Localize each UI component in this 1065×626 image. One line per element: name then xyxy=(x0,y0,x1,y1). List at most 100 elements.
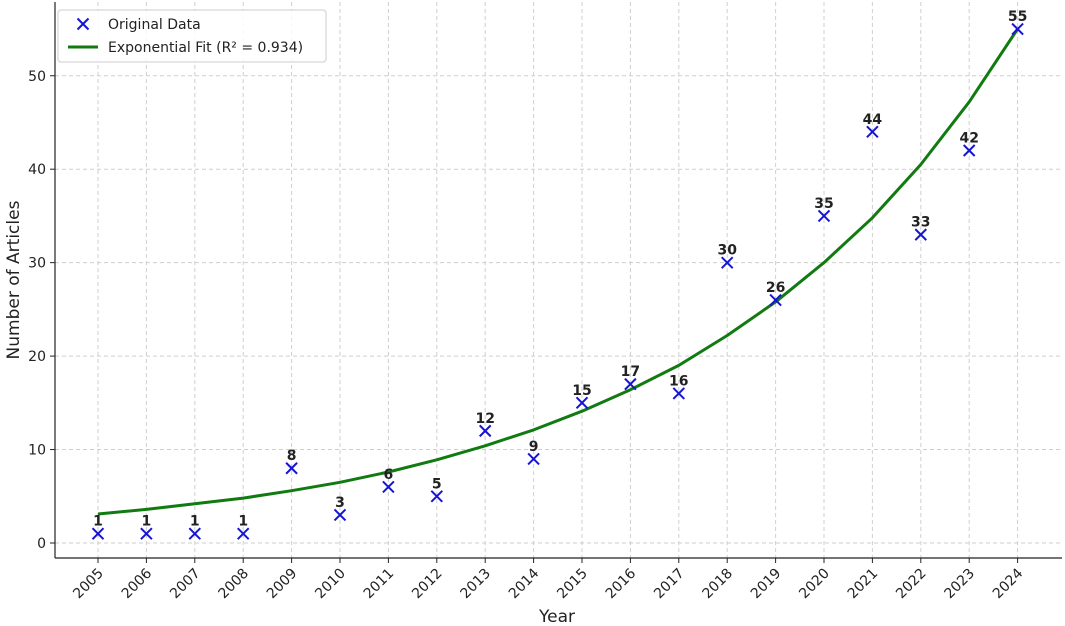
x-tick-label: 2020 xyxy=(796,566,833,603)
data-label: 1 xyxy=(93,514,103,530)
data-point-stroke xyxy=(624,377,637,391)
data-label: 15 xyxy=(572,383,591,399)
data-point-stroke xyxy=(333,508,347,522)
data-point xyxy=(720,256,734,269)
data-point-stroke xyxy=(188,527,202,540)
x-tick-label: 2019 xyxy=(748,566,785,603)
legend-marker-original xyxy=(76,17,90,31)
grid-lines xyxy=(55,2,1062,558)
data-label: 35 xyxy=(814,196,833,212)
data-label: 12 xyxy=(475,411,494,427)
data-point xyxy=(91,527,105,540)
y-tick-label: 10 xyxy=(28,443,46,459)
x-tick-label: 2005 xyxy=(70,566,107,603)
x-tick-label: 2024 xyxy=(990,565,1027,602)
data-point xyxy=(962,144,976,157)
data-label: 26 xyxy=(766,280,785,296)
x-tick-label: 2011 xyxy=(361,566,398,603)
data-point xyxy=(575,396,589,410)
data-label: 8 xyxy=(287,448,297,464)
data-point xyxy=(188,527,202,540)
data-point xyxy=(1011,22,1024,36)
data-point-stroke xyxy=(817,209,831,223)
data-label: 42 xyxy=(959,131,978,147)
data-point xyxy=(672,387,686,400)
data-point xyxy=(285,462,298,475)
data-label: 5 xyxy=(432,476,442,492)
data-label: 1 xyxy=(238,514,248,530)
legend-box xyxy=(57,9,327,63)
data-point-stroke xyxy=(575,396,589,410)
data-point-stroke xyxy=(285,462,298,475)
data-point xyxy=(430,490,444,503)
data-label: 3 xyxy=(335,495,345,511)
axes xyxy=(50,2,1062,563)
data-point xyxy=(333,508,347,522)
x-tick-label: 2022 xyxy=(893,566,930,603)
x-tick-label: 2014 xyxy=(506,565,543,602)
y-tick-label: 0 xyxy=(37,536,46,552)
y-tick-label: 20 xyxy=(28,349,46,365)
x-axis-title: Year xyxy=(538,607,575,626)
data-labels: 1 1 1 1 8 3 6 5 12 9 15 17 16 30 26 35 44 33 42 55 xyxy=(93,9,1027,530)
x-tick-label: 2023 xyxy=(942,566,979,603)
data-point-stroke xyxy=(914,228,928,241)
x-tick-label: 2007 xyxy=(167,566,204,603)
x-tick-label: 2015 xyxy=(554,566,591,603)
data-point xyxy=(866,125,879,139)
y-tick-label: 50 xyxy=(28,69,46,85)
data-point-stroke xyxy=(720,256,734,269)
data-point-stroke xyxy=(140,527,153,540)
data-point xyxy=(478,424,492,438)
x-tick-label: 2017 xyxy=(651,566,688,603)
x-tick-label: 2016 xyxy=(603,565,640,602)
data-label: 33 xyxy=(911,215,930,231)
x-tick-label: 2013 xyxy=(458,566,495,603)
legend-label-fit: Exponential Fit (R² = 0.934) xyxy=(108,40,303,56)
data-point-stroke xyxy=(91,527,105,540)
x-tick-label: 2021 xyxy=(845,566,882,603)
legend: Original Data Exponential Fit (R² = 0.93… xyxy=(57,9,327,63)
data-point-stroke xyxy=(430,490,444,503)
data-point xyxy=(140,527,153,540)
data-point-stroke xyxy=(236,527,250,540)
data-point xyxy=(236,527,250,540)
data-point-stroke xyxy=(478,424,492,438)
data-points xyxy=(91,22,1024,540)
data-point-stroke xyxy=(382,480,395,494)
data-point-stroke xyxy=(527,452,540,466)
legend-label-original: Original Data xyxy=(108,17,201,33)
data-label: 1 xyxy=(190,514,200,530)
data-point xyxy=(817,209,831,223)
data-point-stroke xyxy=(962,144,976,157)
x-tick-label: 2009 xyxy=(264,566,301,603)
data-label: 55 xyxy=(1008,9,1027,25)
data-point xyxy=(769,293,782,307)
tick-labels: 0 10 20 30 40 50 2005 2006 2007 2008 2009 2010 2011 2… xyxy=(28,69,1026,602)
data-label: 30 xyxy=(717,243,737,259)
legend-x-stroke xyxy=(76,17,90,31)
data-label: 1 xyxy=(142,514,152,530)
data-point xyxy=(382,480,395,494)
data-point-stroke xyxy=(769,293,782,307)
data-point xyxy=(624,377,637,391)
data-label: 17 xyxy=(621,364,640,380)
data-label: 16 xyxy=(669,373,688,389)
data-label: 6 xyxy=(384,467,394,483)
x-tick-label: 2012 xyxy=(409,566,446,603)
data-label: 9 xyxy=(529,439,539,455)
data-point-stroke xyxy=(1011,22,1024,36)
x-tick-label: 2008 xyxy=(216,566,253,603)
y-tick-label: 40 xyxy=(28,162,46,178)
fit-series xyxy=(97,28,1019,516)
y-tick-label: 30 xyxy=(28,256,46,272)
data-point-stroke xyxy=(866,125,879,139)
x-tick-label: 2018 xyxy=(700,566,737,603)
fit-line xyxy=(97,28,1019,516)
data-point xyxy=(527,452,540,466)
x-tick-label: 2006 xyxy=(119,565,156,602)
y-axis-title: Number of Articles xyxy=(4,200,24,359)
data-point-stroke xyxy=(672,387,686,400)
data-label: 44 xyxy=(863,112,883,128)
